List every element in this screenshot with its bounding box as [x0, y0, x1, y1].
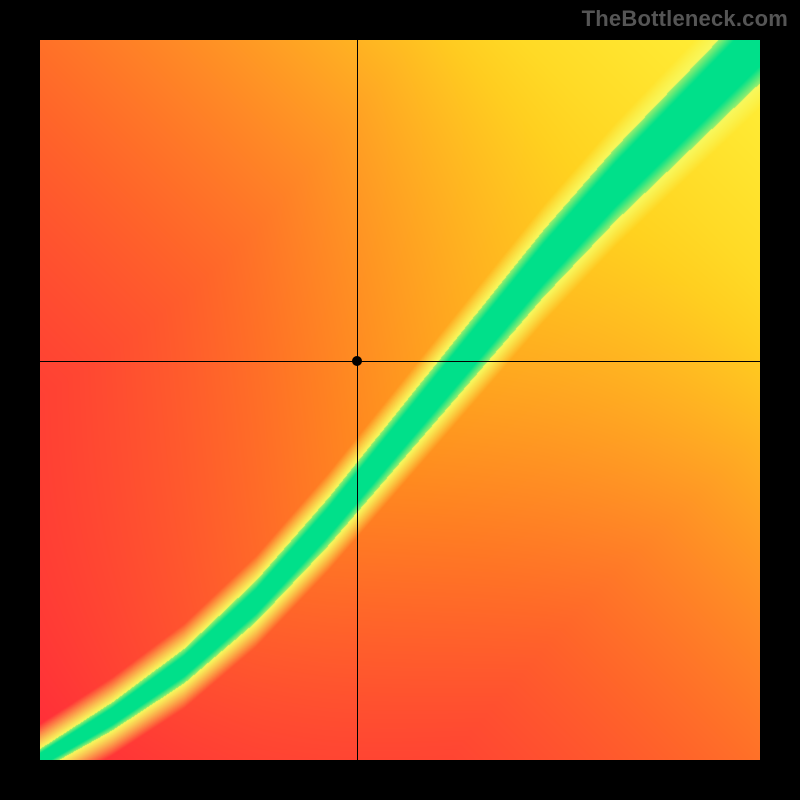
chart-container: TheBottleneck.com	[0, 0, 800, 800]
plot-area	[40, 40, 760, 760]
heatmap-canvas	[40, 40, 760, 760]
crosshair-horizontal	[40, 361, 760, 362]
watermark-text: TheBottleneck.com	[582, 6, 788, 32]
crosshair-marker	[352, 356, 362, 366]
crosshair-vertical	[357, 40, 358, 760]
